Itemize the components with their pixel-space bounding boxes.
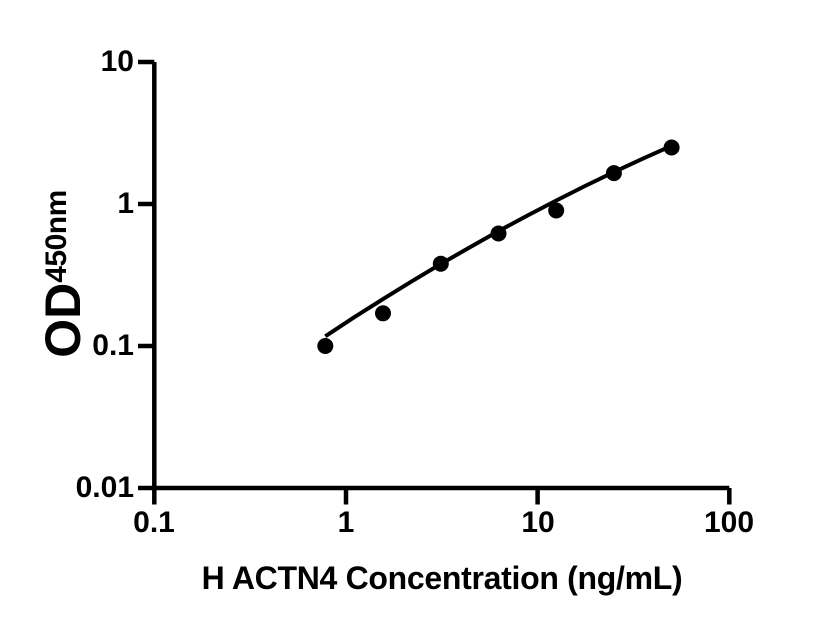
data-point [432, 255, 449, 272]
data-point [548, 202, 565, 219]
data-point [317, 338, 334, 354]
data-point [490, 225, 507, 242]
data-point [605, 165, 622, 182]
y-tick-label-0.01: 0.01 [75, 471, 134, 504]
y-tick-label-10: 10 [100, 45, 134, 78]
x-tick-label-100: 100 [703, 506, 755, 539]
y-axis-title: OD450nm [29, 144, 91, 404]
data-point [375, 305, 391, 322]
y-tick-label-0.1: 0.1 [92, 329, 134, 362]
x-axis-title: H ACTN4 Concentration (ng/mL) [201, 560, 683, 596]
data-point [663, 139, 680, 156]
axis-spine [152, 62, 730, 491]
x-tick-label-0.1: 0.1 [133, 506, 175, 539]
x-tick-label-1: 1 [337, 506, 355, 539]
x-tick-label-10: 10 [521, 506, 555, 539]
y-tick-label-1: 1 [117, 187, 134, 220]
